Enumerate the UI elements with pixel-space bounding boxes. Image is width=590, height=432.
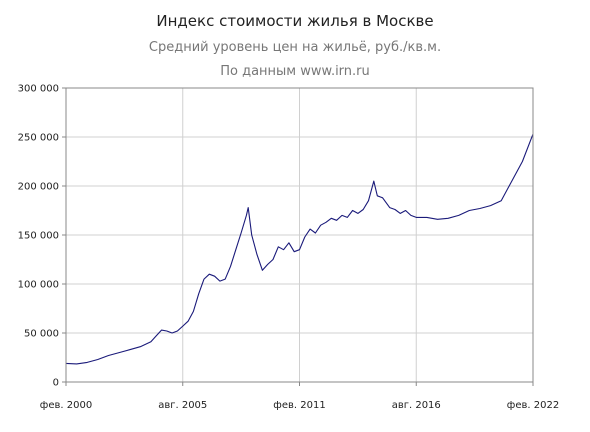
chart-subtitle: Средний уровень цен на жильё, руб./кв.м.	[148, 40, 442, 55]
x-tick-label: авг. 2016	[392, 400, 441, 411]
y-tick-label: 100 000	[18, 280, 59, 291]
x-axis: фев. 2000 авг. 2005 фев. 2011 авг. 2016 фев.…	[40, 382, 559, 411]
chart-source: По данным www.irn.ru	[220, 64, 370, 79]
series-group	[65, 133, 534, 365]
plot-frame	[65, 87, 534, 383]
x-tick-label: фев. 2011	[273, 400, 325, 411]
y-tick-label: 300 000	[18, 84, 59, 95]
x-tick-label: авг. 2005	[158, 400, 207, 411]
y-tick-label: 50 000	[24, 329, 59, 340]
series-line	[65, 133, 534, 365]
y-axis: 0 50 000 100 000 150 000 200 000 250 000 300 0…	[18, 84, 66, 389]
chart-title: Индекс стоимости жилья в Москве	[156, 12, 434, 30]
y-tick-label: 250 000	[18, 133, 59, 144]
grid-lines	[65, 87, 534, 383]
x-tick-label: фев. 2022	[507, 400, 559, 411]
y-tick-label: 200 000	[18, 182, 59, 193]
y-tick-label: 150 000	[18, 231, 59, 242]
x-tick-label: фев. 2000	[40, 400, 92, 411]
y-tick-label: 0	[53, 378, 59, 389]
